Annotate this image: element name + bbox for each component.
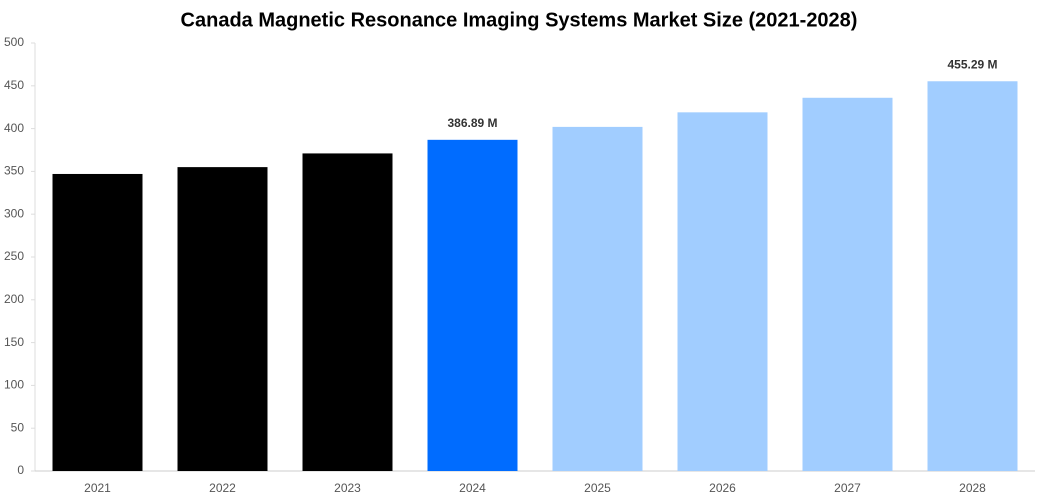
y-tick-label: 500 (4, 35, 24, 49)
x-tick-label: 2025 (584, 481, 611, 495)
bar (427, 139, 518, 472)
bar (802, 97, 893, 471)
bar (927, 81, 1018, 471)
y-tick-label: 50 (11, 420, 25, 434)
x-tick-label: 2026 (709, 481, 736, 495)
x-tick-label: 2027 (834, 481, 861, 495)
y-tick-label: 0 (17, 463, 24, 477)
chart-title: Canada Magnetic Resonance Imaging System… (181, 9, 858, 31)
x-tick-label: 2022 (209, 481, 236, 495)
y-tick-label: 300 (4, 206, 24, 220)
value-label: 455.29 M (947, 57, 997, 71)
y-tick-label: 200 (4, 292, 24, 306)
value-label: 386.89 M (447, 116, 497, 130)
bar (677, 112, 768, 471)
y-tick-label: 450 (4, 78, 24, 92)
y-tick-label: 100 (4, 378, 24, 392)
x-tick-label: 2021 (84, 481, 111, 495)
y-tick-label: 350 (4, 164, 24, 178)
x-tick-label: 2023 (334, 481, 361, 495)
y-tick-label: 150 (4, 335, 24, 349)
x-tick-label: 2028 (959, 481, 986, 495)
bar (177, 167, 268, 471)
bar (52, 173, 143, 471)
y-tick-label: 250 (4, 249, 24, 263)
bar (552, 126, 643, 471)
x-tick-label: 2024 (459, 481, 486, 495)
y-tick-label: 400 (4, 121, 24, 135)
bar (302, 153, 393, 471)
